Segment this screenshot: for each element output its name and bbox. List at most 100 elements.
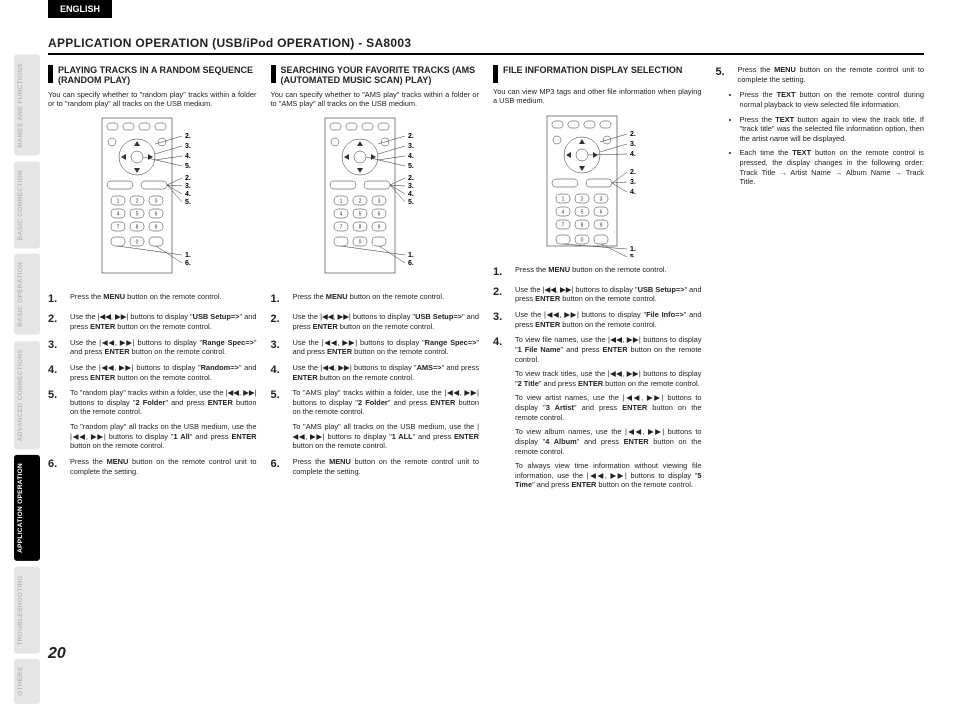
svg-text:3.: 3. [408, 143, 414, 150]
step-item: 1.Press the MENU button on the remote co… [493, 265, 702, 279]
subhead-1: PLAYING TRACKS IN A RANDOM SEQUENCE (RAN… [48, 65, 257, 86]
svg-text:6.: 6. [408, 260, 414, 267]
sidebar-nav: NAMES AND FUNCTIONS BASIC CONNECTION BASIC… [14, 55, 40, 704]
svg-text:4: 4 [562, 209, 565, 215]
svg-text:2: 2 [136, 199, 139, 205]
svg-text:3.: 3. [185, 143, 191, 150]
svg-text:8: 8 [581, 222, 584, 228]
step-item: 5.To "AMS play" tracks within a folder, … [271, 388, 480, 451]
svg-text:3.: 3. [185, 183, 191, 190]
svg-text:1: 1 [339, 199, 342, 205]
sidebar-item[interactable]: ADVANCED CONNECTIONS [14, 341, 40, 449]
subhead-2: SEARCHING YOUR FAVORITE TRACKS (AMS (AUT… [271, 65, 480, 86]
svg-text:2.: 2. [408, 133, 414, 140]
subhead-bar [48, 65, 53, 83]
svg-text:3: 3 [600, 196, 603, 202]
steps-3: 1.Press the MENU button on the remote co… [493, 265, 702, 491]
subhead-bar [493, 65, 498, 83]
sidebar-item[interactable]: NAMES AND FUNCTIONS [14, 55, 40, 156]
svg-text:5.: 5. [185, 163, 191, 170]
language-tab: ENGLISH [48, 0, 112, 18]
svg-text:1: 1 [117, 199, 120, 205]
svg-text:5.: 5. [185, 199, 191, 206]
svg-text:6: 6 [377, 212, 380, 218]
subhead-text-2: SEARCHING YOUR FAVORITE TRACKS (AMS (AUT… [281, 65, 480, 86]
svg-text:3.: 3. [630, 141, 636, 148]
step-item: 1.Press the MENU button on the remote co… [48, 292, 257, 306]
column-2: SEARCHING YOUR FAVORITE TRACKS (AMS (AUT… [271, 65, 480, 496]
sidebar-item[interactable]: TROUBLESHOOTING [14, 567, 40, 654]
sidebar-item[interactable]: BASIC OPERATION [14, 254, 40, 335]
svg-text:0: 0 [136, 240, 139, 246]
svg-text:2.: 2. [408, 175, 414, 182]
svg-text:1.: 1. [630, 246, 636, 253]
step-item: 3.Use the |◀◀, ▶▶| buttons to display "F… [493, 310, 702, 329]
intro-1: You can specify whether to "random play"… [48, 90, 257, 109]
svg-text:8: 8 [358, 225, 361, 231]
sidebar-item[interactable]: BASIC CONNECTION [14, 162, 40, 249]
svg-text:9: 9 [600, 222, 603, 228]
svg-text:5: 5 [581, 209, 584, 215]
svg-text:9: 9 [377, 225, 380, 231]
svg-text:9: 9 [155, 225, 158, 231]
svg-text:2.: 2. [630, 169, 636, 176]
step-item: 1.Press the MENU button on the remote co… [271, 292, 480, 306]
intro-3: You can view MP3 tags and other file inf… [493, 87, 702, 106]
svg-text:4: 4 [339, 212, 342, 218]
svg-text:2.: 2. [185, 133, 191, 140]
intro-2: You can specify whether to "AMS play" tr… [271, 90, 480, 109]
svg-text:5: 5 [358, 212, 361, 218]
step-item: 2.Use the |◀◀, ▶▶| buttons to display "U… [493, 285, 702, 304]
svg-text:8: 8 [136, 225, 139, 231]
step-item: 5.To "random play" tracks within a folde… [48, 388, 257, 451]
svg-text:2: 2 [581, 196, 584, 202]
remote-diagram-1: 12345678902.3.4.5.2.3.4.5.1.6. [87, 114, 217, 284]
page-title-text: APPLICATION OPERATION (USB/iPod OPERATIO… [48, 36, 411, 50]
svg-text:4.: 4. [630, 189, 636, 196]
bullet-item: Each time the TEXT button on the remote … [740, 148, 925, 187]
svg-text:6: 6 [600, 209, 603, 215]
svg-text:0: 0 [581, 237, 584, 243]
svg-text:4.: 4. [185, 153, 191, 160]
subhead-bar [271, 65, 276, 83]
subhead-text-3: FILE INFORMATION DISPLAY SELECTION [503, 65, 682, 75]
step-item: 4.Use the |◀◀, ▶▶| buttons to display "R… [48, 363, 257, 382]
step-item: 6.Press the MENU button on the remote co… [271, 457, 480, 476]
svg-text:1.: 1. [408, 252, 414, 259]
column-1: PLAYING TRACKS IN A RANDOM SEQUENCE (RAN… [48, 65, 257, 496]
svg-text:2.: 2. [185, 175, 191, 182]
svg-text:4: 4 [117, 212, 120, 218]
page-number: 20 [48, 645, 66, 663]
step-item: 4.Use the |◀◀, ▶▶| buttons to display "A… [271, 363, 480, 382]
subhead-text-1: PLAYING TRACKS IN A RANDOM SEQUENCE (RAN… [58, 65, 257, 86]
svg-text:5.: 5. [630, 254, 636, 257]
column-3: FILE INFORMATION DISPLAY SELECTION You c… [493, 65, 702, 496]
svg-text:3: 3 [377, 199, 380, 205]
step-item: 3.Use the |◀◀, ▶▶| buttons to display "R… [48, 338, 257, 357]
steps-1: 1.Press the MENU button on the remote co… [48, 292, 257, 476]
step-5-col4: 5. Press the MENU button on the remote c… [716, 65, 925, 84]
svg-text:4.: 4. [185, 191, 191, 198]
svg-text:4.: 4. [408, 191, 414, 198]
steps-2: 1.Press the MENU button on the remote co… [271, 292, 480, 476]
step-item: 4.To view file names, use the |◀◀, ▶▶| b… [493, 335, 702, 490]
svg-text:3: 3 [155, 199, 158, 205]
sidebar-item[interactable]: OTHERS [14, 659, 40, 704]
column-4: 5. Press the MENU button on the remote c… [716, 65, 925, 496]
svg-text:7: 7 [562, 222, 565, 228]
step-item: 2.Use the |◀◀, ▶▶| buttons to display "U… [48, 312, 257, 331]
svg-text:4.: 4. [630, 151, 636, 158]
remote-diagram-3: 12345678902.3.4.2.3.4.1.5. [532, 112, 662, 257]
svg-text:5.: 5. [408, 199, 414, 206]
svg-text:6: 6 [155, 212, 158, 218]
svg-text:7: 7 [339, 225, 342, 231]
svg-text:1: 1 [562, 196, 565, 202]
svg-text:3.: 3. [408, 183, 414, 190]
svg-text:5.: 5. [408, 163, 414, 170]
svg-text:0: 0 [358, 240, 361, 246]
step-item: 6.Press the MENU button on the remote co… [48, 457, 257, 476]
sidebar-item[interactable]: APPLICATION OPERATION [14, 455, 40, 561]
step-item: 3.Use the |◀◀, ▶▶| buttons to display "R… [271, 338, 480, 357]
bullet-item: Press the TEXT button again to view the … [740, 115, 925, 144]
bullets-col4: Press the TEXT button on the remote cont… [716, 90, 925, 187]
